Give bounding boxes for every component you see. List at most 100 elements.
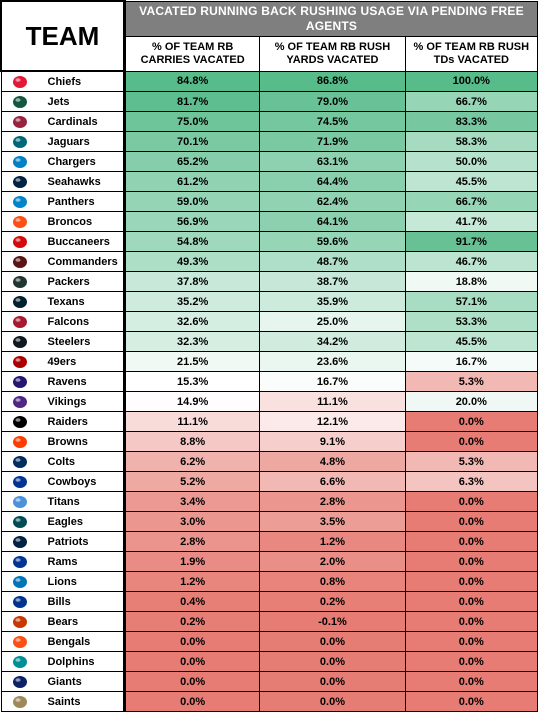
bengals-logo-shape: [12, 635, 27, 648]
team-cell-content: Jets: [2, 93, 123, 111]
carries-value-cell: 32.6%: [122, 311, 261, 332]
team-cell-content: Bears: [2, 613, 123, 631]
team-cell-content: 49ers: [2, 353, 123, 371]
falcons-logo-icon: [12, 315, 27, 328]
yards-value-cell: 2.8%: [259, 491, 406, 512]
team-cell: Commanders: [0, 251, 125, 272]
team-cell: Lions: [0, 571, 125, 592]
team-cell: Saints: [0, 691, 125, 712]
team-name: Giants: [47, 675, 82, 688]
chiefs-logo-highlight: [15, 77, 20, 82]
commanders-logo-shape: [12, 255, 27, 268]
dolphins-logo-shape: [12, 655, 27, 668]
raiders-logo-highlight: [15, 417, 20, 422]
team-cell-content: Panthers: [2, 193, 123, 211]
texans-logo-shape: [12, 295, 27, 308]
team-cell-content: Lions: [2, 573, 123, 591]
carries-value-cell: 59.0%: [122, 191, 261, 212]
team-name: Chargers: [47, 155, 96, 168]
tds-value-cell: 45.5%: [404, 171, 538, 192]
carries-value-cell: 15.3%: [122, 371, 261, 392]
team-name: Cardinals: [47, 115, 98, 128]
team-name: Browns: [47, 435, 88, 448]
yards-value-cell: 12.1%: [259, 411, 406, 432]
tds-value-cell: 46.7%: [404, 251, 538, 272]
giants-logo-highlight: [15, 677, 20, 682]
carries-value-cell: 21.5%: [122, 351, 261, 372]
table-row: Colts 6.2% 4.8% 5.3%: [0, 451, 538, 472]
table-row: Texans 35.2% 35.9% 57.1%: [0, 291, 538, 312]
team-name: Raiders: [47, 415, 88, 428]
yards-value-cell: 1.2%: [259, 531, 406, 552]
tds-value-cell: 100.0%: [404, 70, 538, 92]
falcons-logo-shape: [12, 315, 27, 328]
team-cell-content: Cardinals: [2, 113, 123, 131]
yards-value-cell: 0.2%: [259, 591, 406, 612]
team-cell-content: Bengals: [2, 633, 123, 651]
team-cell: Buccaneers: [0, 231, 125, 252]
team-cell: Chargers: [0, 151, 125, 172]
seahawks-logo-icon: [12, 175, 27, 188]
carries-value-cell: 65.2%: [122, 151, 261, 172]
team-name: Steelers: [47, 335, 91, 348]
panthers-logo-icon: [12, 195, 27, 208]
falcons-logo-highlight: [15, 317, 20, 322]
table-row: Eagles 3.0% 3.5% 0.0%: [0, 511, 538, 532]
team-name: Titans: [47, 495, 80, 508]
table-row: Jaguars 70.1% 71.9% 58.3%: [0, 131, 538, 152]
team-name: Bills: [47, 595, 71, 608]
team-cell: Cardinals: [0, 111, 125, 132]
tds-value-cell: 0.0%: [404, 671, 538, 692]
team-cell-content: Browns: [2, 433, 123, 451]
tds-value-cell: 0.0%: [404, 631, 538, 652]
table-row: Giants 0.0% 0.0% 0.0%: [0, 671, 538, 692]
team-cell-content: Seahawks: [2, 173, 123, 191]
team-cell-content: Saints: [2, 693, 123, 711]
browns-logo-icon: [12, 435, 27, 448]
chargers-logo-shape: [12, 155, 27, 168]
tds-value-cell: 0.0%: [404, 491, 538, 512]
yards-value-cell: 0.8%: [259, 571, 406, 592]
team-name: Seahawks: [47, 175, 101, 188]
titans-logo-shape: [12, 495, 27, 508]
team-cell-content: Steelers: [2, 333, 123, 351]
giants-logo-icon: [12, 675, 27, 688]
table-row: Cardinals 75.0% 74.5% 83.3%: [0, 111, 538, 132]
tds-column-header-text: % OF TEAM RB RUSH TDs VACATED: [413, 40, 530, 66]
team-cell: Packers: [0, 271, 125, 292]
team-cell-content: Commanders: [2, 253, 123, 271]
patriots-logo-shape: [12, 535, 27, 548]
tds-value-cell: 0.0%: [404, 411, 538, 432]
team-cell: Jaguars: [0, 131, 125, 152]
carries-value-cell: 0.0%: [122, 631, 261, 652]
team-cell-content: Titans: [2, 493, 123, 511]
team-cell-content: Dolphins: [2, 653, 123, 671]
team-cell-content: Buccaneers: [2, 233, 123, 251]
carries-value-cell: 35.2%: [122, 291, 261, 312]
carries-value-cell: 3.0%: [122, 511, 261, 532]
eagles-logo-shape: [12, 515, 27, 528]
carries-value-cell: 81.7%: [122, 91, 261, 112]
yards-value-cell: 35.9%: [259, 291, 406, 312]
seahawks-logo-highlight: [15, 177, 20, 182]
tds-value-cell: 18.8%: [404, 271, 538, 292]
table-row: Rams 1.9% 2.0% 0.0%: [0, 551, 538, 572]
team-name: Eagles: [47, 515, 83, 528]
buccaneers-logo-icon: [12, 235, 27, 248]
team-name: Buccaneers: [47, 235, 110, 248]
team-cell: Texans: [0, 291, 125, 312]
carries-value-cell: 1.9%: [122, 551, 261, 572]
ravens-logo-highlight: [15, 377, 20, 382]
rams-logo-highlight: [15, 557, 20, 562]
bills-logo-icon: [12, 595, 27, 608]
table-row: Cowboys 5.2% 6.6% 6.3%: [0, 471, 538, 492]
tds-value-cell: 0.0%: [404, 431, 538, 452]
team-cell: Bengals: [0, 631, 125, 652]
table-row: Falcons 32.6% 25.0% 53.3%: [0, 311, 538, 332]
tds-value-cell: 57.1%: [404, 291, 538, 312]
yards-value-cell: 0.0%: [259, 651, 406, 672]
ravens-logo-shape: [12, 375, 27, 388]
carries-value-cell: 14.9%: [122, 391, 261, 412]
team-cell: Dolphins: [0, 651, 125, 672]
